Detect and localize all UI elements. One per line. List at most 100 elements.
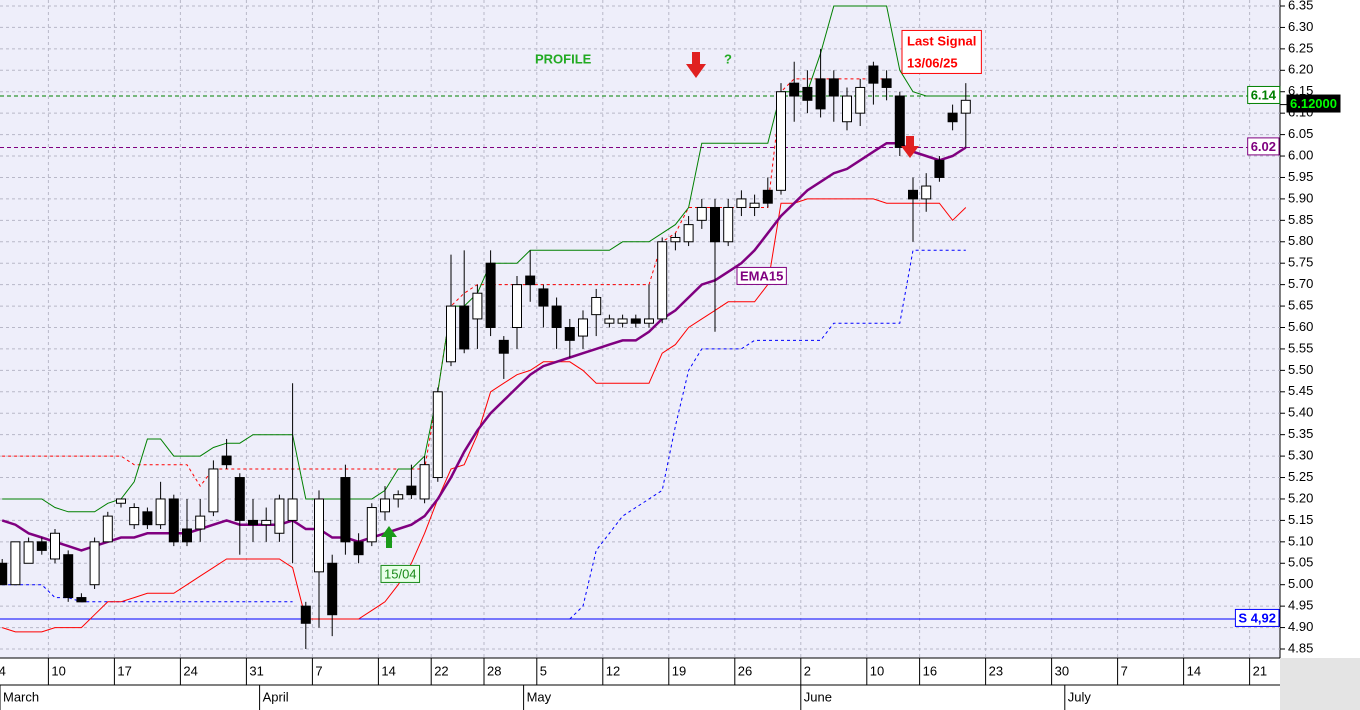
profile-label: PROFILE [535,51,592,66]
candle-body [776,91,786,191]
candle-body [327,562,338,616]
y-tick-label: 5.55 [1288,340,1313,355]
candle-body [894,95,905,148]
candle-body [36,541,47,551]
y-tick-label: 4.90 [1288,619,1313,634]
candle-body [749,202,760,208]
y-tick-label: 4.85 [1288,640,1313,655]
candle-body [208,468,219,513]
y-tick-label: 5.65 [1288,298,1313,313]
level-label-box [1247,137,1280,156]
x-tick-label: 4 [0,663,6,678]
candle-body [710,206,720,243]
indicator-line [2,249,966,620]
candle-body [512,284,522,328]
candle-body [168,498,179,543]
corner [1280,658,1360,710]
x-tick-label: 10 [51,663,65,678]
candle-body [630,318,641,324]
candle-body [63,554,74,599]
last-price-label: 6.12000 [1290,96,1337,111]
candle-body [802,86,813,101]
month-label: May [527,689,552,704]
y-tick-label: 5.95 [1288,169,1313,184]
level-label: 6.02 [1251,139,1276,154]
series-label: EMA15 [740,268,783,283]
candle-body [89,541,100,586]
arrow-up-icon [381,526,397,548]
candle-body [380,498,390,513]
y-tick-label: 6.30 [1288,19,1313,34]
y-tick-label: 5.90 [1288,190,1313,205]
indicator-line [1,141,967,552]
y-tick-label: 6.20 [1288,62,1313,77]
y-tick-label: 5.00 [1288,576,1313,591]
candle-body [815,78,826,110]
level-label-box [1247,85,1281,104]
candle-body [828,78,839,97]
candle-body [868,65,879,84]
candle-body [657,241,668,320]
y-tick-label: 5.15 [1288,512,1313,527]
y-tick-label: 5.35 [1288,426,1313,441]
x-tick-label: 10 [870,663,884,678]
candle-body [102,515,113,543]
x-tick-label: 2 [804,663,811,678]
x-tick-label: 19 [672,663,686,678]
candle-body [960,99,971,114]
month-label: June [804,689,832,704]
candle-body [50,532,60,560]
x-tick-label: 7 [1121,663,1128,678]
candle-body [842,95,852,123]
candle-body [155,498,166,526]
candle-body [683,224,694,243]
y-tick-label: 5.85 [1288,212,1313,227]
candle-body [446,305,456,363]
indicator-line [2,198,967,633]
candle-body [314,498,324,573]
x-tick-label: 26 [738,663,752,678]
candle-body [129,507,140,526]
candle-body [604,318,615,324]
candle-body [881,78,892,88]
candle-body [789,82,800,97]
x-tick-label: 16 [923,663,937,678]
x-tick-label: 14 [1187,663,1201,678]
signal-date-label: 13/06/25 [907,55,958,70]
candle-body [432,391,443,479]
candle-body [10,541,21,586]
candle-body [551,305,562,328]
last-signal-label: Last Signal [907,33,976,48]
x-tick-label: 14 [381,663,395,678]
y-tick-label: 5.20 [1288,490,1313,505]
x-tick-label: 28 [487,663,501,678]
x-tick-label: 30 [1055,663,1069,678]
x-tick-label: 17 [117,663,131,678]
buy-date-label-box [380,564,421,583]
candle-body [116,498,126,504]
series-label-box [736,266,787,285]
last-signal-box [901,29,982,74]
candle-body [485,262,496,328]
x-tick-label: 31 [249,663,263,678]
candle-body [366,507,377,543]
candle-body [76,597,87,603]
y-tick-label: 5.05 [1288,555,1313,570]
candle-body [617,318,628,324]
y-tick-label: 6.05 [1288,126,1313,141]
candle-body [921,185,932,200]
candle-body [564,326,575,341]
candle-body [406,485,417,496]
y-tick-label: 5.70 [1288,276,1313,291]
y-tick-label: 4.95 [1288,598,1313,613]
candle-body [934,159,945,178]
month-label: July [1068,689,1092,704]
buy-date-label: 15/04 [384,566,417,581]
candle-body [670,236,681,243]
candle-body [525,275,536,286]
candle-body [248,519,258,526]
plot-background [0,0,1280,658]
y-tick-label: 5.50 [1288,362,1313,377]
